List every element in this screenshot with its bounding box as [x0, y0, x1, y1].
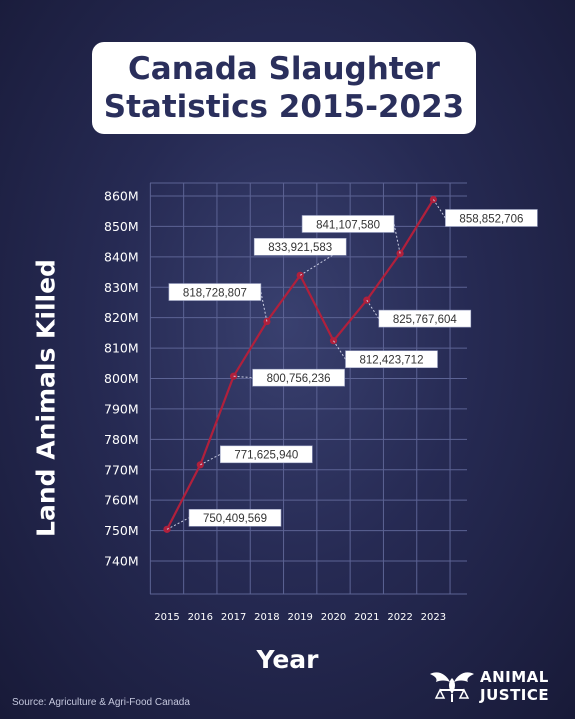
data-label-box [378, 309, 472, 328]
data-label-box [168, 283, 262, 301]
data-label: 858,852,706 [459, 213, 523, 225]
x-tick-label: 2021 [354, 612, 379, 623]
x-tick-label: 2022 [387, 612, 412, 623]
x-tick-label: 2023 [421, 612, 446, 623]
data-label-box [301, 215, 395, 233]
y-tick-label: 770M [104, 462, 139, 477]
data-label: 750,409,569 [203, 513, 267, 525]
y-tick-label: 860M [104, 189, 139, 204]
data-label-leader [393, 223, 401, 254]
data-label: 818,728,807 [183, 287, 247, 299]
chart-title-line-2: Statistics 2015-2023 [103, 89, 465, 125]
data-label-box [188, 509, 282, 527]
bird-scales-icon [430, 672, 474, 702]
y-axis-ticks: 740M 750M 760M 770M 780M 790M 800M 810M 820M 830M… [104, 189, 139, 569]
data-label-box [252, 368, 345, 387]
data-point [196, 461, 204, 469]
y-tick-label: 810M [104, 341, 139, 356]
y-tick-label: 820M [104, 310, 139, 325]
y-tick-label: 750M [104, 523, 139, 538]
data-label-box [445, 209, 538, 227]
y-tick-label: 800M [104, 371, 139, 386]
x-tick-label: 2018 [254, 612, 279, 623]
x-tick-label: 2019 [287, 612, 312, 623]
logo-text-line-1: ANIMAL [480, 668, 549, 686]
y-tick-label: 740M [104, 554, 139, 569]
x-tick-label: 2015 [154, 612, 179, 623]
data-label-box [253, 238, 347, 256]
data-label: 771,625,940 [234, 450, 298, 462]
data-label-box [345, 350, 438, 369]
data-label-leader [166, 517, 190, 530]
x-tick-label: 2017 [221, 612, 246, 623]
data-label-leader [233, 375, 253, 379]
x-axis-label: Year [256, 645, 319, 674]
y-tick-label: 760M [104, 493, 139, 508]
y-tick-label: 830M [104, 280, 139, 295]
data-label: 812,423,712 [360, 355, 424, 367]
y-tick-label: 780M [104, 432, 139, 447]
animal-justice-logo: ANIMAL JUSTICE [428, 666, 568, 710]
x-tick-label: 2020 [321, 612, 346, 623]
y-tick-label: 790M [104, 401, 139, 416]
gridlines [149, 182, 467, 595]
logo-text-line-2: JUSTICE [480, 686, 550, 704]
data-label: 841,107,580 [316, 219, 380, 231]
x-tick-label: 2016 [188, 612, 213, 623]
title-card: Canada Slaughter Statistics 2015-2023 [92, 42, 476, 134]
data-label: 833,921,583 [268, 242, 332, 254]
x-axis-ticks: 2015 2016 2017 2018 2019 2020 2021 2022 2023 [154, 612, 446, 623]
chart-title-line-1: Canada Slaughter [128, 51, 440, 87]
source-note: Source: Agriculture & Agri-Food Canada [12, 697, 190, 708]
data-point [163, 525, 171, 533]
y-axis-label: Land Animals Killed [31, 259, 61, 537]
data-label: 800,756,236 [267, 373, 331, 385]
data-label: 825,767,604 [393, 314, 458, 326]
y-tick-label: 840M [104, 249, 139, 264]
y-tick-label: 850M [104, 219, 139, 234]
data-label-box [220, 445, 313, 464]
data-labels: 750,409,569 771,625,940 800,756,236 818,728… [166, 199, 538, 530]
data-label-leader [260, 291, 268, 322]
